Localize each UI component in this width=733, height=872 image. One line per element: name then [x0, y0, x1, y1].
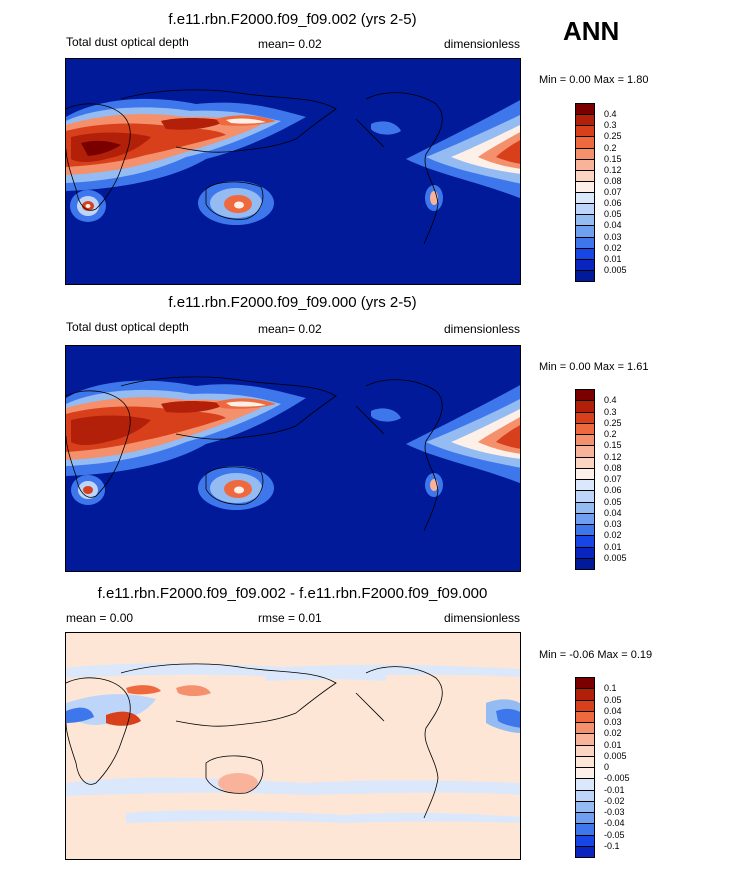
panel2-units-label: dimensionless: [444, 322, 521, 336]
colorbar-tick-label: 0.3: [604, 120, 617, 131]
colorbar-tick-label: 0.02: [604, 242, 622, 253]
colorbar-tick-label: 0.15: [604, 153, 622, 164]
colorbar-tick-label: 0.005: [604, 552, 627, 563]
panel2-minmax: Min = 0.00 Max = 1.61: [539, 361, 649, 373]
panel1-map: [65, 58, 521, 285]
colorbar-tick-label: 0.01: [604, 253, 622, 264]
panel2-title: f.e11.rbn.F2000.f09_f09.000 (yrs 2-5): [168, 294, 417, 311]
colorbar-tick-label: 0.05: [604, 209, 622, 220]
panel2-colorbar: 0.4 0.3 0.25 0.2 0.15 0.12 0.08 0.07 0.06 0.05 0.0…: [575, 389, 627, 570]
colorbar-tick-label: 0.02: [604, 728, 622, 739]
colorbar-tick-label: -0.1: [604, 840, 620, 851]
colorbar-swatch: [575, 557, 595, 570]
colorbar-tick-label: 0.05: [604, 496, 622, 507]
panel1-colorbar: 0.4 0.3 0.25 0.2 0.15 0.12 0.08 0.07 0.06 0.05 0.0…: [575, 103, 627, 282]
panel2-mean-label: mean= 0.02: [258, 322, 322, 336]
panel3-colorbar: 0.1 0.05 0.04 0.03 0.02 0.01 0.005 0 -0.005 -0.01…: [575, 677, 630, 858]
colorbar-tick-label: 0.05: [604, 694, 622, 705]
colorbar-tick-label: 0.04: [604, 507, 622, 518]
colorbar-tick-label: 0.07: [604, 187, 622, 197]
panel1-map-svg: [66, 59, 520, 284]
colorbar-tick-label: 0.01: [604, 541, 622, 552]
colorbar-tick-label: -0.04: [604, 818, 625, 829]
colorbar-tick-label: 0.2: [604, 429, 617, 439]
colorbar-tick-label: 0.08: [604, 462, 622, 473]
panel3-minmax: Min = -0.06 Max = 0.19: [539, 649, 653, 661]
panel1-title: f.e11.rbn.F2000.f09_f09.002 (yrs 2-5): [168, 11, 417, 28]
colorbar-tick-label: 0.1: [604, 683, 617, 694]
colorbar-tick-label: 0.4: [604, 109, 617, 120]
colorbar-swatch: [575, 269, 595, 282]
colorbar-tick-label: 0.06: [604, 485, 622, 496]
colorbar-tick-label: 0.25: [604, 417, 622, 428]
panel3-mean-label: mean = 0.00: [66, 611, 134, 625]
colorbar-tick-label: 0.03: [604, 231, 622, 242]
colorbar-tick-label: -0.02: [604, 795, 625, 806]
colorbar-tick-label: 0.02: [604, 530, 622, 541]
colorbar-swatch: [575, 845, 595, 858]
colorbar-tick-label: -0.03: [604, 807, 625, 817]
panel1-minmax: Min = 0.00 Max = 1.80: [539, 74, 649, 86]
colorbar-tick-label: 0.005: [604, 750, 627, 761]
colorbar-tick-label: 0.03: [604, 717, 622, 727]
colorbar-tick-label: 0.01: [604, 739, 622, 750]
panel3-title: f.e11.rbn.F2000.f09_f09.002 - f.e11.rbn.…: [97, 585, 488, 602]
panel3-map-svg: [66, 633, 520, 859]
panel1-variable-label: Total dust optical depth: [66, 35, 189, 49]
colorbar-tick-label: 0.04: [604, 705, 622, 716]
colorbar-tick-label: 0.12: [604, 451, 622, 462]
colorbar-tick-label: 0.04: [604, 220, 622, 231]
colorbar-tick-label: 0.005: [604, 264, 627, 275]
season-label: ANN: [563, 16, 620, 46]
colorbar-tick-label: 0.06: [604, 198, 622, 209]
colorbar-tick-label: 0.07: [604, 474, 622, 484]
colorbar-tick-label: 0.03: [604, 519, 622, 529]
colorbar-tick-label: 0.08: [604, 175, 622, 186]
panel3-map: [65, 632, 521, 860]
colorbar-tick-label: 0: [604, 762, 610, 772]
colorbar-tick-label: 0.12: [604, 164, 622, 175]
colorbar-tick-label: 0.2: [604, 142, 617, 153]
colorbar-tick-label: 0.3: [604, 406, 617, 417]
panel1-units-label: dimensionless: [444, 37, 521, 51]
panel2-map: [65, 345, 521, 572]
panel3-units-label: dimensionless: [444, 611, 521, 625]
colorbar-tick-label: -0.005: [604, 773, 630, 784]
colorbar-tick-label: -0.01: [604, 784, 625, 795]
panel3-rmse-label: rmse = 0.01: [258, 611, 322, 625]
panel2-map-svg: [66, 346, 520, 571]
colorbar-tick-label: -0.05: [604, 829, 625, 840]
colorbar-tick-label: 0.15: [604, 440, 622, 451]
panel2-variable-label: Total dust optical depth: [66, 320, 189, 334]
panel1-mean-label: mean= 0.02: [258, 37, 322, 51]
colorbar-tick-label: 0.25: [604, 131, 622, 142]
colorbar-tick-label: 0.4: [604, 395, 617, 406]
